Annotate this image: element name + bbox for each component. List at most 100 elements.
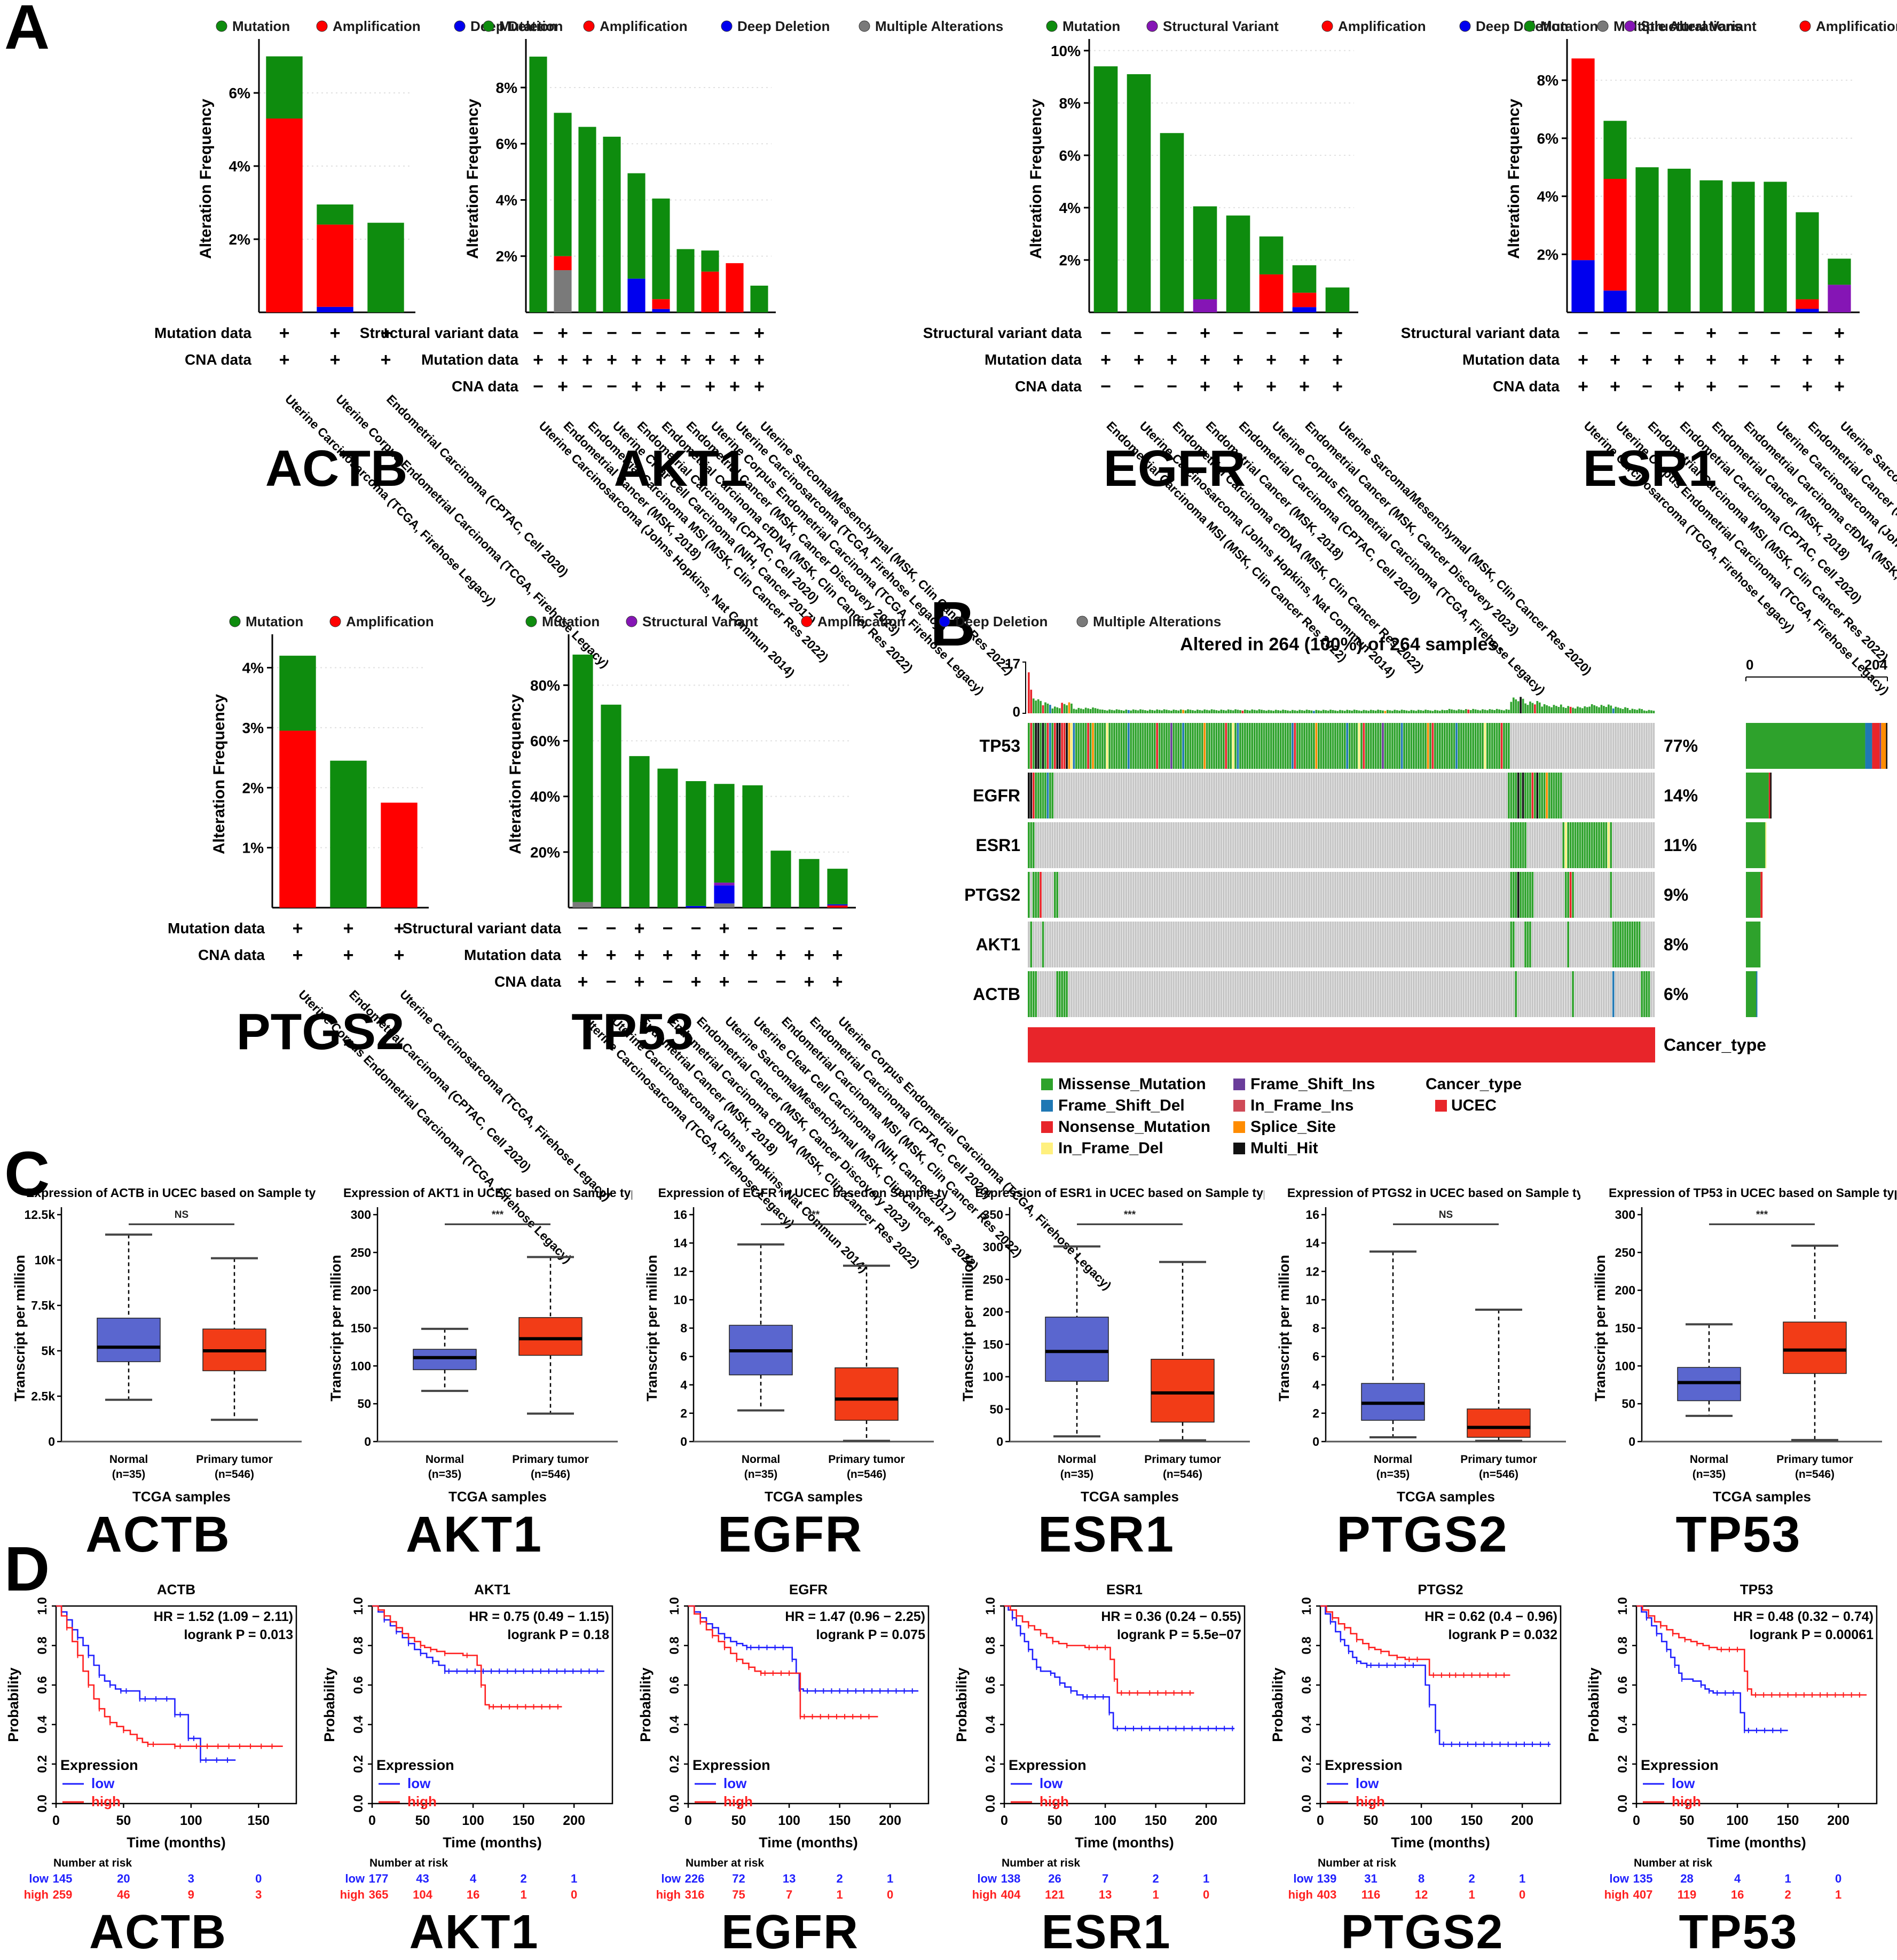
legend-label-high: high bbox=[1672, 1793, 1701, 1809]
bar-segment-mut bbox=[330, 760, 367, 908]
x-category: Normal bbox=[426, 1453, 464, 1466]
risk-header: Number at risk bbox=[1318, 1857, 1396, 1869]
legend-label: Amplification bbox=[600, 18, 688, 34]
y-tick: 80% bbox=[530, 677, 560, 694]
y-tick: 60% bbox=[530, 733, 560, 750]
matrix-cell: + bbox=[1233, 376, 1243, 397]
legend-label: Multiple Alterations bbox=[1093, 613, 1221, 629]
x-tick: 0 bbox=[1633, 1813, 1640, 1828]
x-category: Primary tumor bbox=[1776, 1453, 1853, 1466]
matrix-cell: − bbox=[1610, 323, 1620, 343]
x-tick: 150 bbox=[829, 1813, 851, 1828]
y-tick: 250 bbox=[1615, 1246, 1635, 1260]
y-tick: 6 bbox=[1312, 1350, 1319, 1364]
km-curve-low bbox=[1320, 1605, 1551, 1745]
y-tick: 4% bbox=[1059, 200, 1081, 216]
y-tick: 0.8 bbox=[1300, 1636, 1314, 1654]
bar-segment-mut bbox=[1764, 182, 1787, 312]
legend-dot-amp bbox=[1321, 20, 1333, 32]
y-tick: 6% bbox=[229, 85, 251, 101]
legend-label: Structural Variant bbox=[1163, 18, 1279, 34]
matrix-cell: + bbox=[1706, 350, 1717, 370]
legend-label: In_Frame_Del bbox=[1058, 1139, 1163, 1157]
y-tick: 0.0 bbox=[351, 1794, 366, 1812]
matrix-row-label: Structural variant data bbox=[1401, 325, 1560, 341]
gene-title: TP53 bbox=[1675, 1506, 1801, 1563]
y-tick: 1.0 bbox=[983, 1597, 998, 1615]
y-tick: 8% bbox=[496, 80, 518, 96]
matrix-cell: + bbox=[1578, 350, 1588, 370]
gene-title: ESR1 bbox=[1037, 1506, 1175, 1563]
matrix-cell: − bbox=[729, 323, 740, 343]
km-curve-high bbox=[372, 1605, 562, 1707]
boxplot-akt1: Expression of AKT1 in UCEC based on Samp… bbox=[316, 1164, 632, 1564]
legend-swatch-fsdel bbox=[1041, 1100, 1053, 1112]
y-tick: 2.5k bbox=[31, 1389, 55, 1403]
legend-label: Amplification bbox=[1816, 18, 1897, 34]
matrix-cell: + bbox=[719, 972, 730, 992]
km-akt1-svg: AKT1 0.0 0.2 0.4 0.6 0.8 1.0 Probability 0 50 100 1… bbox=[321, 1581, 613, 1901]
km-curve-high bbox=[1636, 1605, 1867, 1696]
y-tick: 2% bbox=[1059, 252, 1081, 269]
legend-label: Multi_Hit bbox=[1250, 1139, 1318, 1157]
legend-dot-sv bbox=[1146, 20, 1158, 32]
matrix-cell: − bbox=[631, 323, 642, 343]
legend-swatch-missense bbox=[1041, 1079, 1053, 1090]
km-plot-tp53: TP53 0.0 0.2 0.4 0.6 0.8 1.0 Probability 0 50 100 1… bbox=[1580, 1575, 1896, 1960]
legend-label-high: high bbox=[723, 1793, 753, 1809]
bar-segment-amp bbox=[1603, 179, 1627, 291]
y-tick: 300 bbox=[1615, 1208, 1635, 1222]
x-category: (n=546) bbox=[215, 1468, 254, 1481]
km-title: AKT1 bbox=[474, 1581, 510, 1597]
x-axis-label: Time (months) bbox=[127, 1835, 226, 1851]
boxplot-ptgs2: Expression of PTGS2 in UCEC based on Sam… bbox=[1264, 1164, 1580, 1564]
legend-label-low: low bbox=[1356, 1775, 1379, 1791]
legend-label: Multiple Alterations bbox=[875, 18, 1003, 34]
panel-letter-c: C bbox=[4, 1139, 50, 1209]
matrix-cell: + bbox=[330, 323, 341, 343]
y-tick: 0.6 bbox=[667, 1676, 682, 1694]
risk-count: 404 bbox=[1001, 1888, 1021, 1901]
bar-segment-mut bbox=[1292, 265, 1317, 293]
bar-segment-amp bbox=[652, 299, 670, 309]
risk-count: 46 bbox=[117, 1888, 130, 1901]
oncoprint-title: Altered in 264 (100%) of 264 samples. bbox=[1180, 634, 1503, 655]
risk-count: 135 bbox=[1633, 1872, 1653, 1885]
legend-dot-multi bbox=[859, 20, 870, 32]
matrix-row-label: Mutation data bbox=[168, 920, 265, 936]
x-category: (n=35) bbox=[1060, 1468, 1093, 1481]
risk-count: 1 bbox=[1152, 1888, 1159, 1901]
matrix-cell: + bbox=[663, 945, 673, 965]
legend-title: Expression bbox=[376, 1757, 454, 1773]
bar-segment-mut bbox=[701, 250, 719, 272]
matrix-cell: + bbox=[1642, 350, 1652, 370]
matrix-cell: + bbox=[1167, 350, 1177, 370]
row-gene-label: EGFR bbox=[973, 786, 1020, 805]
freq-akt1-svg: Mutation Amplification Deep Deletion Multip… bbox=[360, 18, 1016, 697]
matrix-cell: + bbox=[705, 350, 715, 370]
km-actb-svg: ACTB 0.0 0.2 0.4 0.6 0.8 1.0 Probability 0 50 100 1… bbox=[5, 1581, 297, 1901]
y-axis-label: Probability bbox=[954, 1667, 970, 1742]
y-tick: 7.5k bbox=[31, 1298, 55, 1312]
box-ptgs2-svg: Expression of PTGS2 in UCEC based on Sam… bbox=[1276, 1186, 1580, 1505]
risk-count: 2 bbox=[1152, 1872, 1159, 1885]
bar-segment-mut bbox=[770, 851, 791, 908]
bar-segment-mut bbox=[601, 704, 621, 908]
x-category: (n=35) bbox=[1376, 1468, 1410, 1481]
matrix-cell: + bbox=[1706, 376, 1717, 397]
km-curve-low bbox=[56, 1605, 236, 1761]
km-ptgs2-svg: PTGS2 0.0 0.2 0.4 0.6 0.8 1.0 Probability 0 50 100… bbox=[1270, 1581, 1562, 1901]
legend-label: Amplification bbox=[346, 613, 434, 629]
matrix-cell: + bbox=[804, 945, 815, 965]
legend-dot-mut bbox=[483, 20, 494, 32]
matrix-cell: − bbox=[705, 323, 715, 343]
cancer-type-label: Cancer_type bbox=[1664, 1035, 1766, 1054]
legend-label: Structural Variant bbox=[642, 613, 758, 629]
risk-row-label: low bbox=[29, 1872, 49, 1885]
risk-count: 259 bbox=[53, 1888, 73, 1901]
y-tick: 0.4 bbox=[351, 1715, 366, 1734]
risk-count: 0 bbox=[571, 1888, 577, 1901]
matrix-cell: + bbox=[691, 945, 702, 965]
legend-label: Structural Variant bbox=[1641, 18, 1757, 34]
risk-header: Number at risk bbox=[1002, 1857, 1080, 1869]
